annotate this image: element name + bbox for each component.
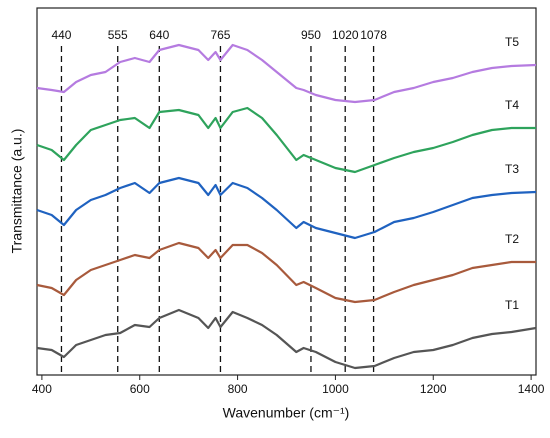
- x-tick-label: 400: [32, 382, 52, 396]
- series-line: [36, 241, 536, 304]
- series-line: [36, 308, 537, 370]
- x-tick-label: 1400: [518, 382, 545, 396]
- x-tick-label: 600: [130, 382, 150, 396]
- series-label: T3: [505, 162, 519, 176]
- annotation: 440: [51, 28, 71, 42]
- annotation: 950: [301, 28, 321, 42]
- x-tick-label: 1000: [322, 382, 349, 396]
- series-label: T5: [505, 35, 519, 49]
- series-line: [36, 106, 536, 174]
- series-label: T1: [505, 298, 519, 312]
- y-axis-label: Transmittance (a.u.): [9, 129, 25, 254]
- annotation: 555: [108, 28, 128, 42]
- annotation: 765: [210, 28, 230, 42]
- series-label: T4: [505, 98, 519, 112]
- series-line: [36, 176, 537, 240]
- x-tick-label: 800: [228, 382, 248, 396]
- series-label: T2: [505, 232, 519, 246]
- annotation: 640: [149, 28, 169, 42]
- plot-frame: [36, 7, 537, 376]
- x-tick-label: 1200: [420, 382, 447, 396]
- x-axis-label: Wavenumber (cm⁻¹): [223, 405, 350, 421]
- annotation: 1078: [360, 28, 387, 42]
- series-line: [36, 43, 537, 104]
- annotation: 1020: [332, 28, 359, 42]
